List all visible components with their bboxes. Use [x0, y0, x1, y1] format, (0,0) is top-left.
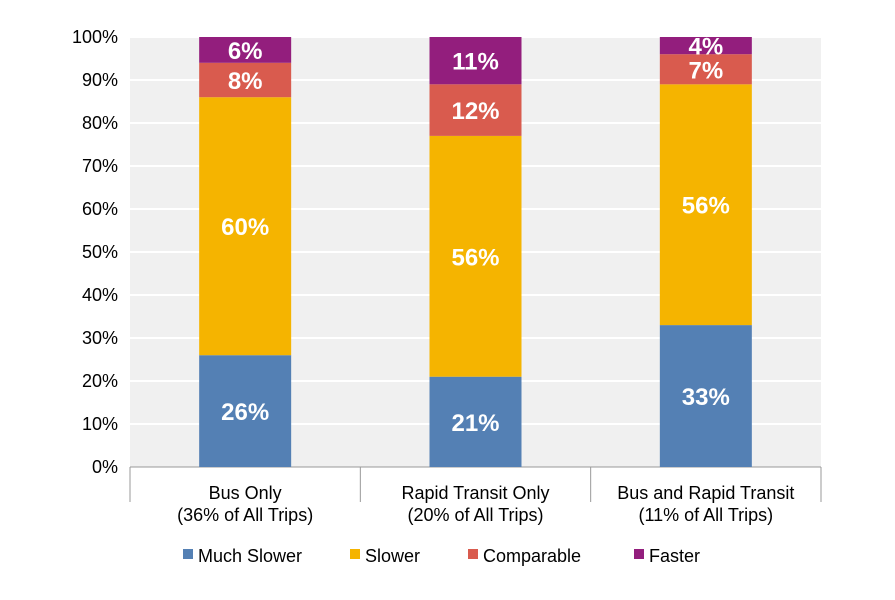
legend-swatch: [468, 549, 478, 559]
bar-segment-slower: [429, 135, 522, 377]
data-label: 7%: [688, 57, 723, 84]
y-tick-label: 30%: [82, 328, 118, 348]
legend-label: Slower: [365, 546, 420, 566]
data-label: 33%: [682, 384, 730, 411]
y-tick-label: 70%: [82, 156, 118, 176]
x-category-label: Rapid Transit Only: [401, 483, 549, 503]
data-label: 4%: [688, 34, 723, 61]
y-tick-label: 80%: [82, 113, 118, 133]
bar-segment-comparable: [659, 54, 752, 85]
bar-segment-faster: [199, 37, 292, 63]
bar-segment-much-slower: [659, 325, 752, 467]
legend-swatch: [183, 549, 193, 559]
data-label: 56%: [451, 244, 499, 271]
data-label: 60%: [221, 214, 269, 241]
bar-segment-faster: [429, 37, 522, 85]
y-tick-label: 100%: [72, 27, 118, 47]
bar-segment-comparable: [199, 62, 292, 98]
legend-swatch: [350, 549, 360, 559]
bar-segment-faster: [659, 37, 752, 55]
data-label: 8%: [228, 68, 263, 95]
x-category-label: (11% of All Trips): [638, 505, 773, 525]
data-label: 26%: [221, 399, 269, 426]
bar-segment-slower: [199, 97, 292, 356]
legend-label: Comparable: [483, 546, 581, 566]
data-label: 56%: [682, 193, 730, 220]
x-category-label: Bus and Rapid Transit: [617, 483, 794, 503]
y-tick-label: 20%: [82, 371, 118, 391]
data-label: 21%: [451, 410, 499, 437]
legend-label: Faster: [649, 546, 700, 566]
legend-swatch: [634, 549, 644, 559]
y-tick-label: 0%: [92, 457, 118, 477]
y-tick-label: 40%: [82, 285, 118, 305]
x-category-label: (20% of All Trips): [407, 505, 543, 525]
y-tick-label: 50%: [82, 242, 118, 262]
y-tick-label: 90%: [82, 70, 118, 90]
x-category-label: (36% of All Trips): [177, 505, 313, 525]
data-label: 12%: [451, 98, 499, 125]
bar-segment-slower: [659, 84, 752, 326]
x-category-label: Bus Only: [209, 483, 282, 503]
data-label: 6%: [228, 38, 263, 65]
bar-segment-comparable: [429, 84, 522, 136]
bar-segment-much-slower: [429, 376, 522, 467]
bar-segment-much-slower: [199, 355, 292, 467]
data-label: 11%: [452, 49, 499, 76]
legend-label: Much Slower: [198, 546, 302, 566]
y-tick-label: 10%: [82, 414, 118, 434]
y-tick-label: 60%: [82, 199, 118, 219]
